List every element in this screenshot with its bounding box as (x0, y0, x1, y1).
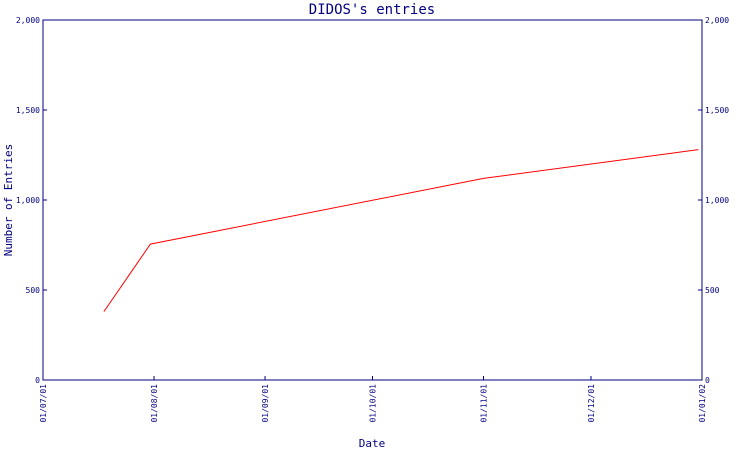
y-tick-label-right: 1,500 (705, 106, 729, 115)
y-tick-label-right: 1,000 (705, 196, 729, 205)
y-tick-label-right: 0 (705, 376, 710, 385)
series-line (103, 149, 699, 312)
x-tick-label: 01/12/01 (587, 384, 596, 423)
y-tick-label-right: 2,000 (705, 16, 729, 25)
x-tick-label: 01/07/01 (39, 384, 48, 423)
x-tick-label: 01/10/01 (369, 384, 378, 423)
y-tick-label-left: 1,000 (16, 196, 40, 205)
x-axis-title: Date (359, 437, 386, 450)
y-tick-label-right: 500 (705, 286, 720, 295)
x-tick-label: 01/11/01 (480, 384, 489, 423)
x-tick-label: 01/09/01 (261, 384, 270, 423)
y-tick-label-left: 500 (26, 286, 41, 295)
y-axis-title: Number of Entries (2, 144, 15, 257)
y-tick-label-left: 0 (35, 376, 40, 385)
series-layer (103, 149, 699, 312)
x-tick-label: 01/08/01 (150, 384, 159, 423)
y-axis-right: 0 500 1,000 1,500 2,000 (698, 16, 729, 385)
x-axis: 01/07/01 01/08/01 01/09/01 01/10/01 01/11/01… (39, 376, 707, 423)
x-tick-label: 01/01/02 (698, 384, 707, 423)
y-tick-label-left: 2,000 (16, 16, 40, 25)
chart-title: DIDOS's entries (309, 2, 435, 18)
y-axis-left: 0 500 1,000 1,500 2,000 (16, 16, 47, 385)
y-tick-label-left: 1,500 (16, 106, 40, 115)
